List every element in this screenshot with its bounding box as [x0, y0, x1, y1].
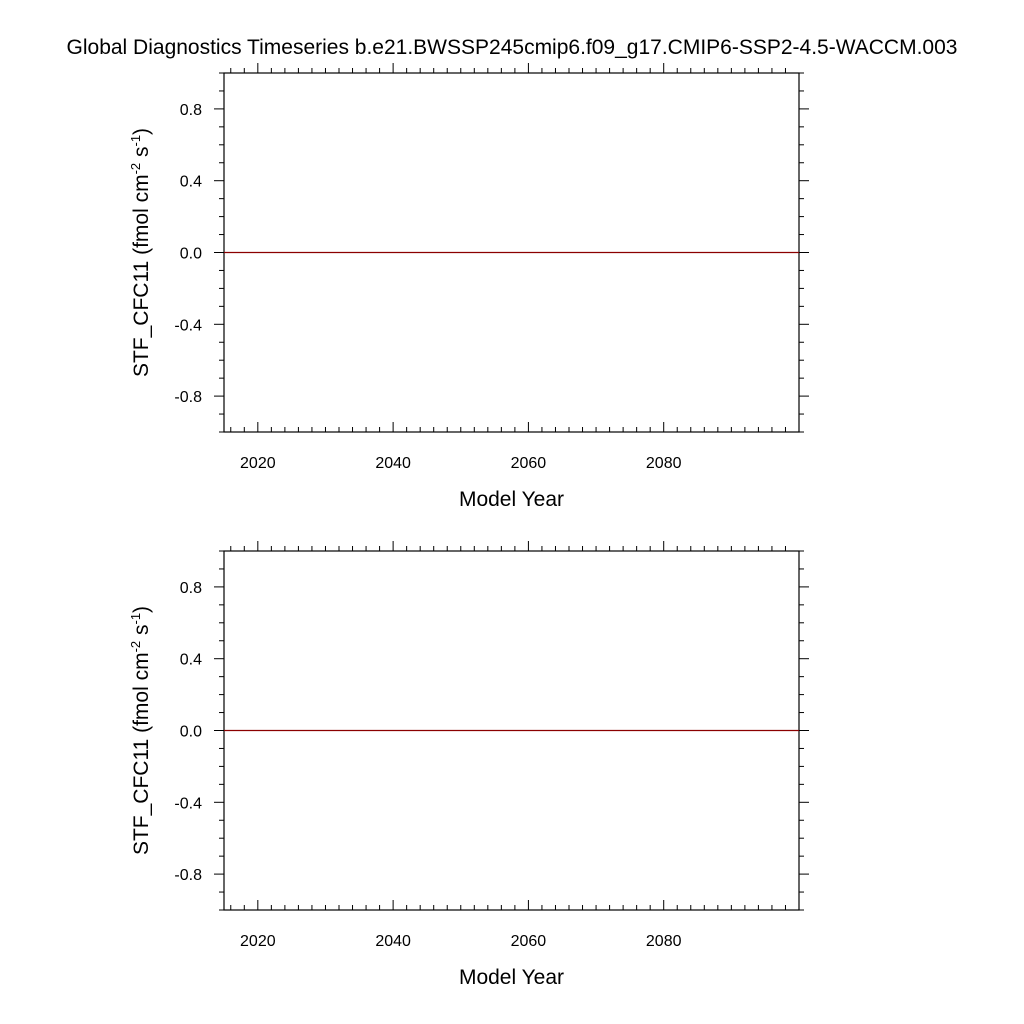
chart-1-y-tick-label: 0.4 [180, 174, 202, 191]
y-axis-label-text: STF_CFC11 (fmol cm [130, 652, 153, 855]
y-axis-label-superscript: -1 [128, 135, 143, 147]
chart-2-x-tick-label: 2020 [240, 933, 276, 950]
chart-1-x-tick-label: 2040 [375, 455, 411, 472]
chart-2-y-axis-label: STF_CFC11 (fmol cm-2 s-1) [128, 606, 153, 855]
chart-2-x-axis-label: Model Year [459, 966, 564, 989]
chart-1-x-axis-label: Model Year [459, 488, 564, 511]
y-axis-label-superscript: -2 [128, 641, 143, 653]
y-axis-label-superscript: -2 [128, 163, 143, 175]
chart-2-x-tick-label: 2080 [646, 933, 682, 950]
chart-2-x-tick-label: 2060 [511, 933, 547, 950]
chart-1-x-tick-label: 2020 [240, 455, 276, 472]
chart-2-y-tick-label: -0.4 [174, 795, 202, 812]
y-axis-label-text: s [130, 625, 153, 641]
chart-1-y-tick-label: -0.4 [174, 317, 202, 334]
y-axis-label-text: s [130, 147, 153, 163]
chart-1-y-axis-label: STF_CFC11 (fmol cm-2 s-1) [128, 128, 153, 377]
chart-2-x-tick-label: 2040 [375, 933, 411, 950]
page-title: Global Diagnostics Timeseries b.e21.BWSS… [66, 36, 958, 59]
chart-2-y-tick-label: 0.8 [180, 580, 202, 597]
y-axis-label-text: ) [130, 128, 153, 135]
chart-top: 2020 2040 2060 2080 0.8 0.4 0.0 -0.4 -0.8 Model Y… [128, 63, 809, 511]
chart-1-x-tick-label: 2060 [511, 455, 547, 472]
y-axis-label-superscript: -1 [128, 613, 143, 625]
chart-2-y-tick-label: -0.8 [174, 867, 202, 884]
chart-2-y-tick-label: 0.0 [180, 724, 202, 741]
chart-1-y-tick-label: 0.0 [180, 246, 202, 263]
y-axis-label-text: ) [130, 606, 153, 613]
chart-2-y-tick-label: 0.4 [180, 652, 202, 669]
chart-1-y-tick-label: 0.8 [180, 102, 202, 119]
chart-1-x-tick-label: 2080 [646, 455, 682, 472]
chart-1-y-tick-label: -0.8 [174, 389, 202, 406]
y-axis-label-text: STF_CFC11 (fmol cm [130, 174, 153, 377]
